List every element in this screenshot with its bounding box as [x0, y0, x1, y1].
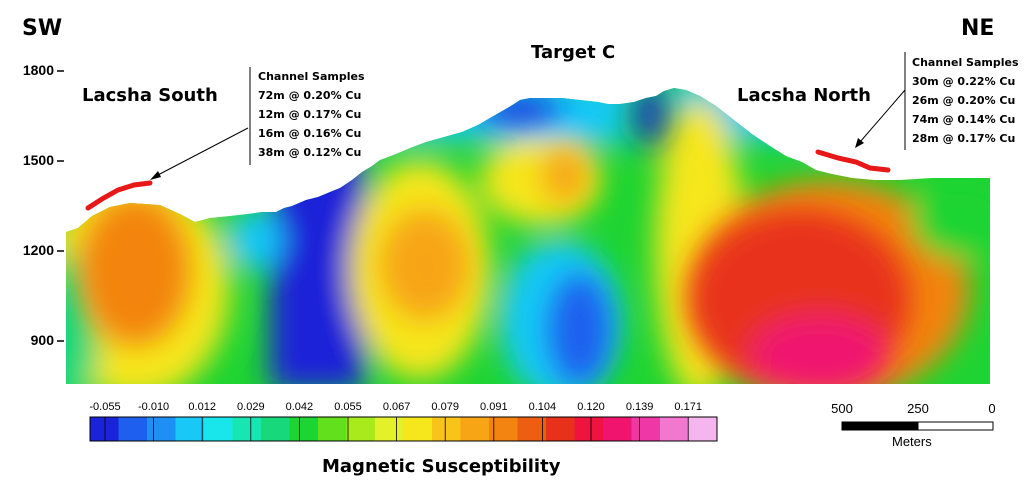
legend-color-swatch: [688, 417, 718, 441]
legend-tick-label: 0.120: [577, 401, 605, 413]
legend-color-swatch: [318, 417, 347, 441]
legend-color-swatch: [118, 417, 148, 441]
legend-tick-label: 0.104: [528, 401, 557, 413]
north-arrow-icon: [855, 138, 864, 148]
lacsha-south-label: Lacsha South: [82, 85, 218, 106]
north-sample-row: 26m @ 0.20% Cu: [912, 94, 1016, 107]
lacsha-north-label: Lacsha North: [737, 85, 871, 106]
south-arrow-icon: [150, 171, 161, 180]
section-fill: [66, 88, 990, 384]
legend-color-swatch: [175, 417, 205, 441]
legend-color-swatch: [289, 417, 319, 441]
legend-color-swatch: [631, 417, 661, 441]
legend-tick-label: 0.055: [334, 401, 362, 413]
legend-color-swatch: [546, 417, 575, 441]
legend-color-swatch: [261, 417, 290, 441]
legend-color-swatch: [147, 417, 176, 441]
legend-tick-label: 0.091: [480, 401, 508, 413]
north-samples-title: Channel Samples: [912, 56, 1019, 69]
legend-tick-label: 0.012: [188, 401, 216, 413]
legend-color-swatch: [375, 417, 404, 441]
legend-tick-label: 0.042: [285, 401, 314, 413]
legend-color-swatch: [603, 417, 632, 441]
south-sample-row: 16m @ 0.16% Cu: [258, 127, 362, 140]
sw-direction-label: SW: [22, 16, 63, 41]
elevation-label-1800: 1800: [22, 62, 54, 78]
legend-color-swatch: [403, 417, 433, 441]
north-sample-row: 28m @ 0.17% Cu: [912, 132, 1016, 145]
elevation-label-1500: 1500: [22, 152, 54, 168]
legend-tick-label: 0.029: [237, 401, 265, 413]
scale-bar: [841, 421, 994, 431]
legend-color-swatch: [489, 417, 518, 441]
legend-tick-label: 0.079: [431, 401, 459, 413]
legend-color-swatch: [232, 417, 262, 441]
south-samples-title: Channel Samples: [258, 70, 365, 83]
scale-unit-label: Meters: [892, 434, 932, 449]
legend-frame: [89, 416, 718, 442]
elevation-axis: [57, 70, 64, 342]
legend-color-swatch: [432, 417, 461, 441]
south-sample-row: 38m @ 0.12% Cu: [258, 146, 362, 159]
legend-tick-label: -0.010: [137, 401, 170, 413]
legend-color-swatch: [346, 417, 376, 441]
legend-color-swatch: [90, 417, 119, 441]
legend-tick-label: 0.067: [382, 401, 411, 413]
north-channel-samples: Channel Samples 30m @ 0.22% Cu 26m @ 0.2…: [912, 53, 1019, 148]
target-c-label: Target C: [531, 42, 616, 63]
south-sample-trace: [85, 180, 153, 211]
legend-color-swatch: [660, 417, 689, 441]
south-channel-samples: Channel Samples 72m @ 0.20% Cu 12m @ 0.1…: [258, 67, 365, 162]
south-sample-row: 72m @ 0.20% Cu: [258, 89, 362, 102]
scale-label-250: 250: [907, 401, 929, 416]
legend-color-swatch: [517, 417, 547, 441]
north-sample-trace: [815, 149, 891, 173]
scale-label-500: 500: [831, 401, 853, 416]
north-sample-row: 30m @ 0.22% Cu: [912, 75, 1016, 88]
legend-color-swatch: [460, 417, 490, 441]
south-sample-row: 12m @ 0.17% Cu: [258, 108, 362, 121]
north-leader-line: [859, 89, 906, 143]
elevation-label-900: 900: [30, 332, 54, 348]
ne-direction-label: NE: [961, 16, 995, 41]
legend-tick-label: 0.171: [674, 401, 702, 413]
north-sample-row: 74m @ 0.14% Cu: [912, 113, 1016, 126]
scale-label-0: 0: [988, 401, 996, 416]
legend-color-swatch: [574, 417, 604, 441]
color-legend-bar: [89, 416, 718, 442]
elevation-label-1200: 1200: [22, 242, 54, 258]
legend-title: Magnetic Susceptibility: [322, 456, 561, 477]
south-leader-line: [155, 127, 249, 177]
legend-tick-label: -0.055: [89, 401, 121, 413]
legend-tick-label: 0.139: [625, 401, 654, 413]
legend-color-swatch: [204, 417, 233, 441]
